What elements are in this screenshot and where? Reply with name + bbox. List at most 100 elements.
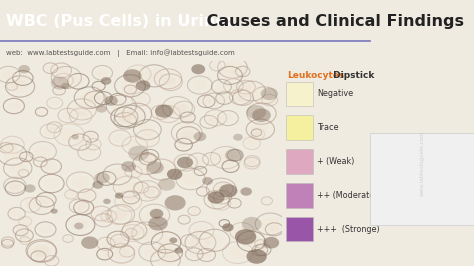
Circle shape <box>113 209 129 220</box>
Text: WBC (Pus Cells) in Urine:: WBC (Pus Cells) in Urine: <box>6 14 232 29</box>
Circle shape <box>150 209 164 219</box>
Circle shape <box>242 217 262 231</box>
Circle shape <box>177 157 193 168</box>
Circle shape <box>86 134 95 140</box>
Circle shape <box>161 109 175 119</box>
FancyBboxPatch shape <box>286 115 313 140</box>
Circle shape <box>228 82 239 90</box>
Circle shape <box>194 225 209 236</box>
Circle shape <box>74 111 87 121</box>
Circle shape <box>73 202 85 210</box>
Circle shape <box>72 77 85 86</box>
Text: Leukocytes: Leukocytes <box>287 72 345 80</box>
Circle shape <box>255 247 264 253</box>
Circle shape <box>265 97 274 103</box>
Circle shape <box>182 173 200 185</box>
Circle shape <box>2 145 10 151</box>
Circle shape <box>73 137 87 147</box>
Circle shape <box>72 176 89 188</box>
Circle shape <box>206 155 217 163</box>
Circle shape <box>163 247 178 258</box>
Circle shape <box>209 194 225 205</box>
Circle shape <box>155 105 173 118</box>
Text: +++  (Stronge): +++ (Stronge) <box>317 225 380 234</box>
Circle shape <box>222 223 234 232</box>
Circle shape <box>191 64 205 74</box>
Circle shape <box>263 237 279 248</box>
Circle shape <box>192 80 207 90</box>
Circle shape <box>57 76 69 85</box>
Circle shape <box>128 146 149 161</box>
Circle shape <box>257 90 272 101</box>
Circle shape <box>197 168 204 174</box>
Circle shape <box>155 108 166 117</box>
Circle shape <box>136 80 150 91</box>
Circle shape <box>20 171 27 176</box>
Circle shape <box>246 105 266 119</box>
Circle shape <box>8 181 21 190</box>
Circle shape <box>17 74 29 82</box>
FancyBboxPatch shape <box>286 183 313 208</box>
Circle shape <box>137 184 146 191</box>
Circle shape <box>9 162 26 174</box>
Circle shape <box>65 236 71 241</box>
Circle shape <box>127 225 142 236</box>
Circle shape <box>4 239 12 244</box>
Circle shape <box>35 146 51 157</box>
Circle shape <box>111 210 127 221</box>
FancyBboxPatch shape <box>286 149 313 174</box>
Circle shape <box>122 248 131 255</box>
Circle shape <box>128 168 138 176</box>
Circle shape <box>226 163 236 170</box>
Circle shape <box>34 253 43 260</box>
Circle shape <box>247 158 257 164</box>
Circle shape <box>39 225 52 234</box>
Circle shape <box>193 132 206 141</box>
Circle shape <box>238 68 247 75</box>
Circle shape <box>55 88 63 93</box>
Circle shape <box>160 73 176 85</box>
Circle shape <box>178 104 191 114</box>
Circle shape <box>73 103 91 116</box>
Circle shape <box>217 193 228 201</box>
Circle shape <box>145 152 155 160</box>
Circle shape <box>16 227 25 234</box>
Circle shape <box>116 111 132 123</box>
Circle shape <box>184 237 195 245</box>
Circle shape <box>216 199 227 207</box>
Circle shape <box>244 85 260 97</box>
Circle shape <box>126 194 136 201</box>
Circle shape <box>139 185 155 197</box>
Circle shape <box>257 241 264 247</box>
Circle shape <box>147 189 156 196</box>
Circle shape <box>144 246 160 257</box>
Circle shape <box>212 194 221 201</box>
Circle shape <box>51 76 69 90</box>
Circle shape <box>74 223 83 229</box>
Circle shape <box>143 155 153 163</box>
Text: Dipstick: Dipstick <box>330 72 374 80</box>
Circle shape <box>118 116 132 126</box>
Circle shape <box>127 87 134 92</box>
Circle shape <box>109 168 126 181</box>
Circle shape <box>216 82 228 91</box>
Circle shape <box>119 180 137 193</box>
Circle shape <box>219 94 229 102</box>
Circle shape <box>146 209 164 222</box>
Circle shape <box>100 251 109 257</box>
Circle shape <box>11 80 29 93</box>
Circle shape <box>254 131 262 137</box>
Circle shape <box>202 177 213 185</box>
Circle shape <box>138 227 156 240</box>
Circle shape <box>247 160 257 167</box>
Circle shape <box>72 219 89 231</box>
Circle shape <box>253 107 270 120</box>
Bar <box>370 133 474 225</box>
Circle shape <box>213 62 222 69</box>
Circle shape <box>101 77 111 85</box>
Circle shape <box>62 111 74 120</box>
Circle shape <box>21 218 29 224</box>
Circle shape <box>89 94 102 104</box>
Circle shape <box>246 139 257 147</box>
Text: web:  www.labtestsguide.com   |   Email: info@labtestsguide.com: web: www.labtestsguide.com | Email: info… <box>6 49 234 57</box>
